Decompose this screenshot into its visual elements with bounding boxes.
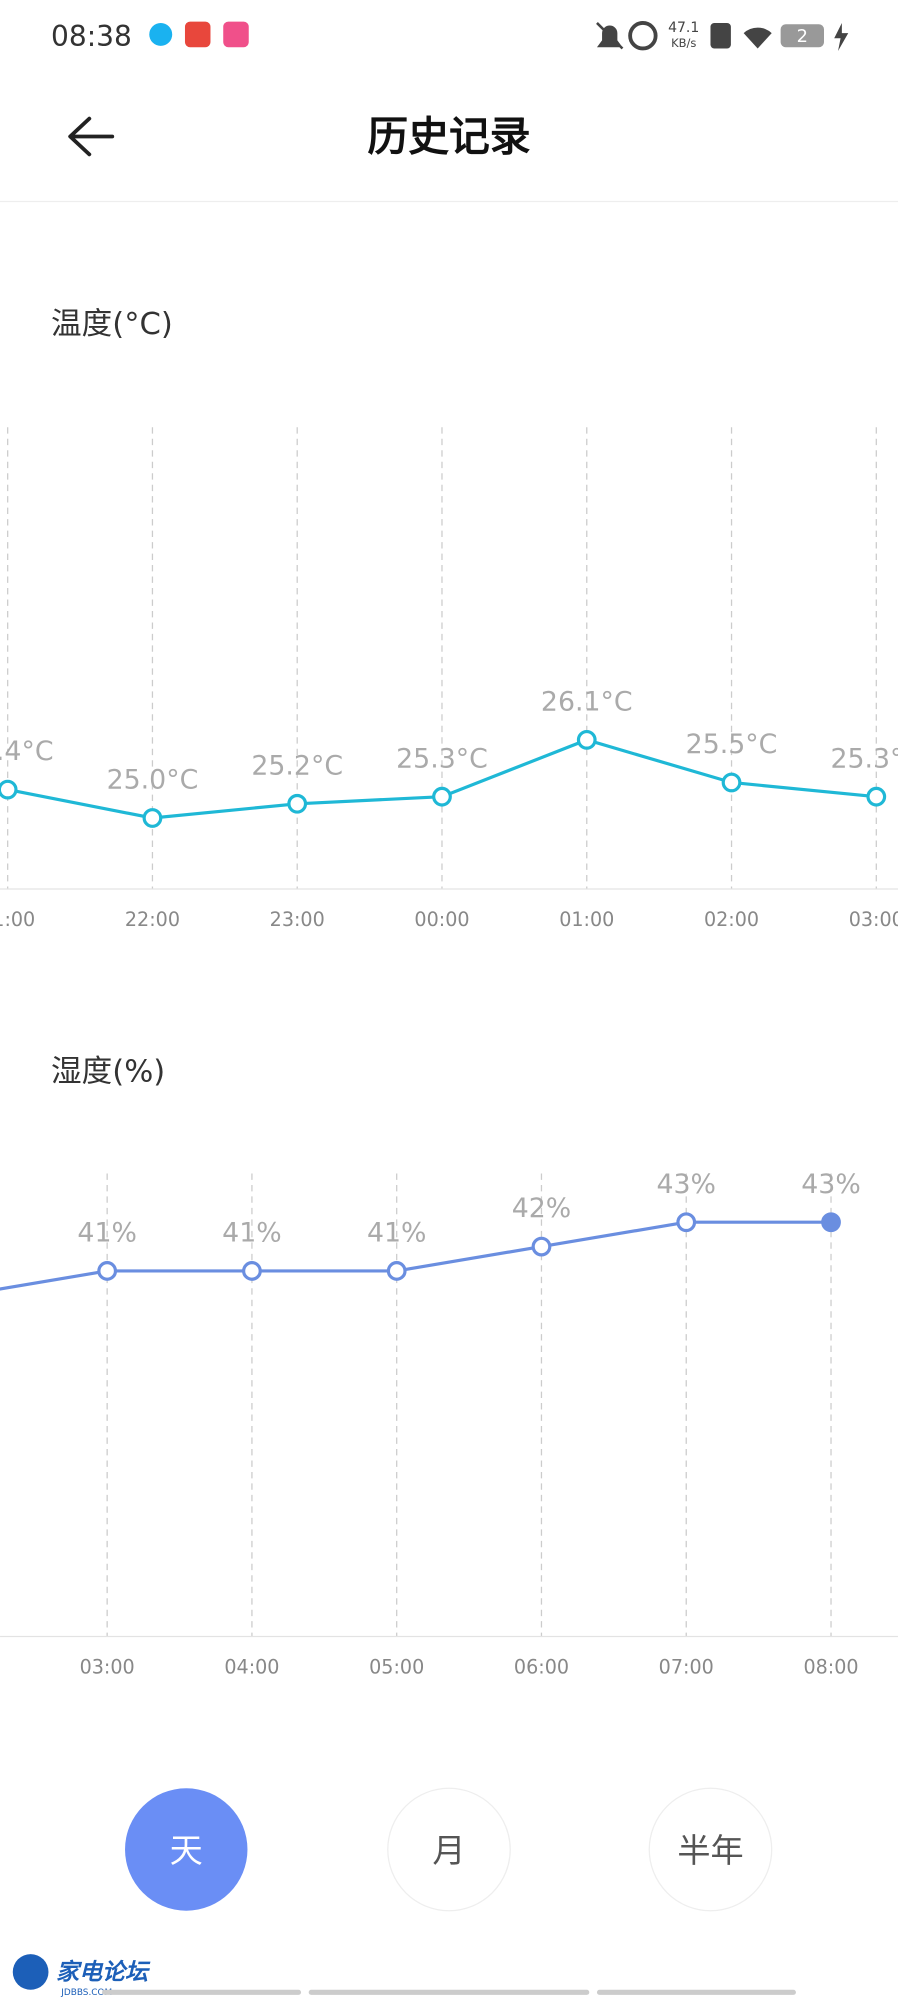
wifi-icon	[743, 27, 772, 49]
net-speed-unit: KB/s	[671, 36, 696, 50]
watermark-name: 家电论坛	[56, 1960, 151, 1986]
data-point	[97, 1261, 118, 1281]
sim-icon	[710, 22, 731, 49]
page-title: 历史记录	[367, 113, 530, 161]
value-label: 26.1°C	[541, 687, 633, 718]
value-label: 41%	[222, 1218, 281, 1249]
data-point	[287, 793, 308, 814]
value-label: 42%	[512, 1193, 572, 1224]
value-label: 43%	[801, 1169, 861, 1200]
value-label: 25.0°C	[107, 765, 199, 796]
tab-half-year[interactable]	[648, 1787, 773, 1912]
tab-label[interactable]: 半年	[677, 1831, 743, 1870]
value-label: 25.3°C	[830, 743, 898, 774]
back-button[interactable]	[68, 116, 115, 157]
x-tick-label: 01:00	[559, 908, 614, 931]
data-point	[242, 1261, 262, 1281]
data-point	[531, 1236, 552, 1257]
tab-label[interactable]: 月	[432, 1831, 465, 1870]
tab-day[interactable]	[125, 1788, 248, 1911]
x-tick-label: 05:00	[369, 1655, 424, 1678]
x-tick-label: 08:00	[803, 1655, 858, 1678]
battery-level: 2	[797, 26, 808, 47]
battery-icon	[780, 24, 824, 48]
charging-icon	[834, 22, 849, 52]
value-label: 25.4°C	[0, 736, 54, 767]
x-tick-label: 06:00	[514, 1655, 569, 1678]
tab-label[interactable]: 天	[170, 1831, 203, 1870]
x-tick-label: 21:00	[0, 908, 35, 931]
scroll-indicator	[308, 1989, 590, 1995]
tab-month[interactable]	[387, 1787, 511, 1912]
value-label: 43%	[656, 1169, 716, 1200]
data-point	[386, 1261, 407, 1281]
app-icon	[223, 21, 249, 48]
x-tick-label: 04:00	[224, 1655, 279, 1678]
x-tick-label: 22:00	[125, 908, 180, 931]
x-tick-label: 03:00	[80, 1655, 135, 1678]
net-speed: 47.1	[668, 20, 699, 36]
data-point	[866, 786, 887, 807]
data-point	[576, 729, 597, 750]
mute-icon	[596, 22, 624, 50]
app-icon	[149, 22, 173, 46]
data-point	[0, 779, 18, 800]
chart-title: 温度(°C)	[51, 307, 173, 342]
x-tick-label: 00:00	[414, 908, 469, 931]
value-label: 25.3°C	[396, 743, 488, 774]
data-point	[721, 772, 742, 793]
watermark-url: JDBBS.COM	[60, 1988, 112, 1998]
value-label: 25.5°C	[686, 729, 778, 760]
x-tick-label: 07:00	[659, 1655, 714, 1678]
x-tick-label: 23:00	[270, 908, 325, 931]
scroll-indicator	[596, 1989, 796, 1995]
data-point	[821, 1212, 841, 1233]
x-tick-label: 03:00	[849, 908, 898, 931]
value-label: 41%	[367, 1218, 427, 1249]
data-point	[432, 786, 452, 807]
value-label: 25.2°C	[251, 750, 343, 781]
status-time: 08:38	[51, 20, 132, 53]
speed-icon	[628, 21, 658, 51]
chart-title: 湿度(%)	[51, 1055, 165, 1090]
scroll-indicator	[102, 1989, 302, 1995]
data-point	[142, 808, 163, 828]
data-point	[676, 1212, 697, 1233]
watermark-logo	[12, 1954, 49, 1990]
app-icon	[184, 21, 211, 48]
x-tick-label: 02:00	[704, 908, 759, 931]
value-label: 41%	[77, 1218, 136, 1249]
